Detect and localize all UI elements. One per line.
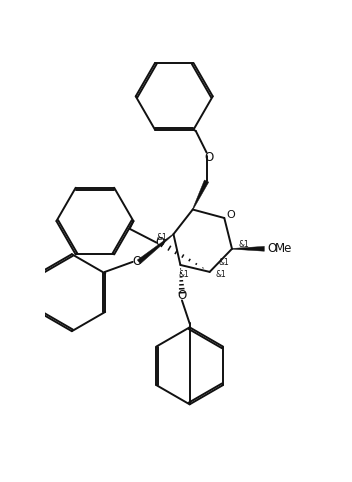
Text: &1: &1 (239, 240, 250, 249)
Polygon shape (193, 180, 209, 210)
Text: O: O (132, 255, 141, 268)
Text: Me: Me (275, 242, 293, 255)
Text: O: O (156, 236, 165, 249)
Text: &1: &1 (216, 270, 227, 280)
Text: O: O (204, 151, 214, 164)
Text: &1: &1 (179, 270, 190, 279)
Text: &1: &1 (157, 233, 167, 242)
Text: O: O (268, 242, 277, 255)
Polygon shape (232, 246, 264, 251)
Text: O: O (177, 289, 187, 302)
Text: O: O (226, 210, 235, 220)
Text: &1: &1 (218, 258, 229, 267)
Polygon shape (137, 234, 174, 264)
